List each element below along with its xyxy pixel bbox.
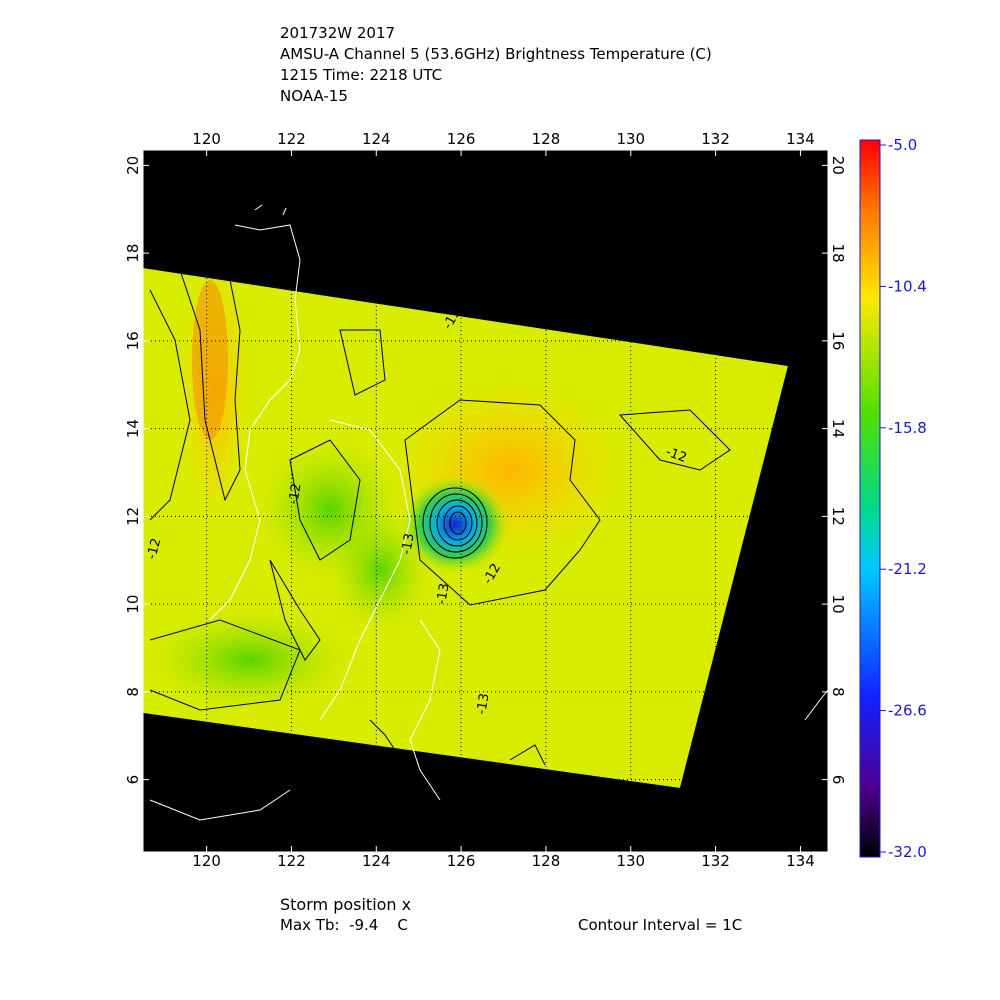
y-tick-label: 6	[829, 775, 847, 785]
map-frame	[142, 149, 829, 853]
coastline	[209, 224, 301, 621]
x-tick-label: 134	[786, 130, 815, 148]
header-line: NOAA-15	[280, 87, 348, 105]
colorbar-label: -21.2	[888, 560, 927, 578]
contour-label: -13	[434, 582, 452, 606]
colorbar-label: -15.8	[888, 419, 927, 437]
contour-label: -13	[399, 532, 417, 556]
x-tick-label: 134	[786, 852, 815, 870]
y-tick-label: 10	[124, 595, 142, 614]
y-tick-label: 16	[124, 331, 142, 350]
y-tick-label: 8	[124, 687, 142, 697]
y-tick-label: 10	[829, 595, 847, 614]
x-tick-label: 130	[616, 130, 645, 148]
x-tick-label: 124	[362, 852, 391, 870]
x-tick-label: 122	[277, 130, 306, 148]
y-tick-label: 12	[124, 507, 142, 526]
x-tick-label: 126	[447, 852, 476, 870]
colorbar-label: -5.0	[888, 136, 917, 154]
warm-area	[192, 280, 228, 440]
contour-label: -12	[144, 537, 164, 561]
colorbar-label: -26.6	[888, 702, 927, 720]
storm-core	[400, 475, 510, 575]
footer: Storm position x Max Tb: -9.4 C Contour …	[280, 895, 742, 934]
contour-label: -13	[474, 692, 492, 716]
coastline	[804, 689, 828, 721]
coastline	[254, 204, 287, 216]
x-tick-label: 122	[277, 852, 306, 870]
storm-position: Storm position x	[280, 895, 411, 914]
coastlines	[149, 204, 828, 821]
y-tick-label: 6	[124, 775, 142, 785]
y-tick-label: 14	[829, 419, 847, 438]
y-tick-label: 18	[829, 244, 847, 263]
colorbar-label: -32.0	[888, 843, 927, 861]
header-line: 201732W 2017	[280, 24, 395, 42]
x-tick-label: 132	[701, 130, 730, 148]
x-tick-label: 120	[192, 130, 221, 148]
x-tick-label: 132	[701, 852, 730, 870]
contour-label: -12	[286, 482, 304, 506]
x-tick-label: 126	[447, 130, 476, 148]
header-line: 1215 Time: 2218 UTC	[280, 66, 442, 84]
y-tick-label: 20	[124, 156, 142, 175]
x-tick-label: 128	[532, 852, 561, 870]
y-tick-label: 8	[829, 687, 847, 697]
y-tick-label: 18	[124, 244, 142, 263]
contours	[149, 269, 731, 766]
contour-interval: Contour Interval = 1C	[578, 916, 742, 934]
x-tick-label: 124	[362, 130, 391, 148]
colorbar-label: -10.4	[888, 277, 927, 295]
coastline	[319, 419, 411, 721]
header: 201732W 2017 AMSU-A Channel 5 (53.6GHz) …	[280, 24, 712, 105]
y-tick-label: 12	[829, 507, 847, 526]
max-tb: Max Tb: -9.4 C	[280, 916, 408, 934]
x-tick-label: 128	[532, 130, 561, 148]
y-tick-label: 20	[829, 156, 847, 175]
y-tick-label: 16	[829, 331, 847, 350]
x-tick-label: 120	[192, 852, 221, 870]
coastline	[149, 789, 291, 821]
header-line: AMSU-A Channel 5 (53.6GHz) Brightness Te…	[280, 45, 712, 63]
x-tick-label: 130	[616, 852, 645, 870]
coastline	[409, 619, 441, 801]
y-tick-label: 14	[124, 419, 142, 438]
contour-label: -12	[664, 445, 689, 466]
colorbar	[859, 139, 881, 858]
cool-area	[150, 610, 350, 710]
